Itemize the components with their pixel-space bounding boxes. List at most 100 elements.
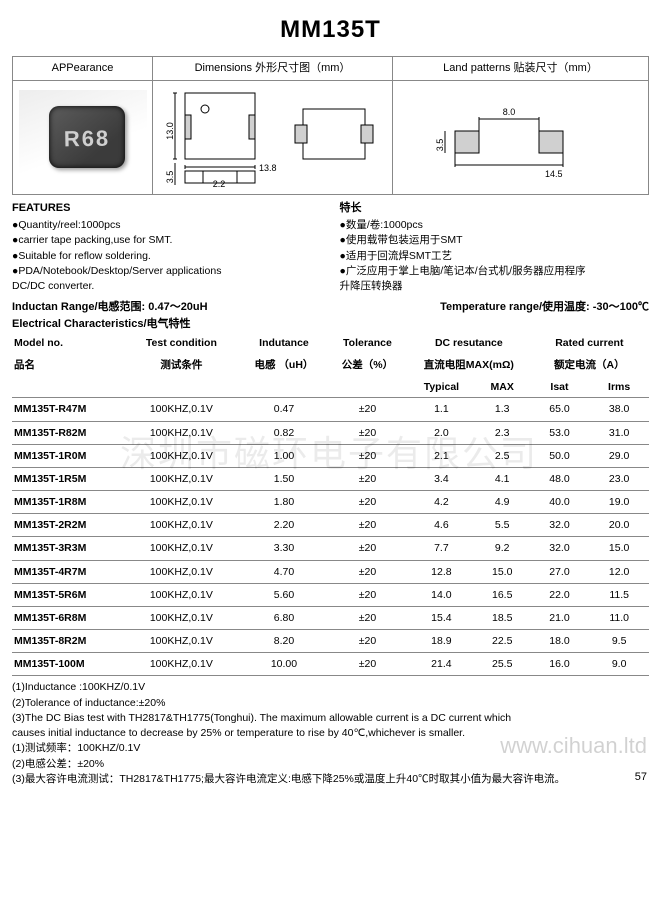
table-cell: 6.80 bbox=[241, 606, 327, 629]
table-cell: 11.0 bbox=[589, 606, 649, 629]
table-cell: 4.2 bbox=[408, 491, 475, 514]
land-h: 3.5 bbox=[435, 139, 445, 152]
table-cell: ±20 bbox=[327, 467, 408, 490]
col-tol-l2: 公差（%） bbox=[327, 354, 408, 376]
table-cell: 4.70 bbox=[241, 560, 327, 583]
footnote-line: (3)The DC Bias test with TH2817&TH1775(T… bbox=[12, 711, 649, 726]
table-row: MM135T-1R8M100KHZ,0.1V1.80±204.24.940.01… bbox=[12, 491, 649, 514]
table-cell: ±20 bbox=[327, 537, 408, 560]
table-cell: 53.0 bbox=[530, 421, 590, 444]
dimensions-drawing: 13.0 3.5 13.8 2.2 bbox=[163, 85, 383, 190]
land-pattern-drawing: 8.0 14.5 3.5 bbox=[421, 85, 621, 190]
table-row: MM135T-1R0M100KHZ,0.1V1.00±202.12.550.02… bbox=[12, 444, 649, 467]
table-cell: 1.00 bbox=[241, 444, 327, 467]
table-cell: 40.0 bbox=[530, 491, 590, 514]
table-cell: ±20 bbox=[327, 606, 408, 629]
col-dcr-l1: DC resutance bbox=[408, 334, 530, 354]
table-cell: ±20 bbox=[327, 583, 408, 606]
footnote-line: (3)最大容许电流测试：TH2817&TH1775;最大容许电流定义:电感下降2… bbox=[12, 772, 649, 787]
table-cell: 100KHZ,0.1V bbox=[122, 444, 241, 467]
table-cell: 20.0 bbox=[589, 514, 649, 537]
table-cell: MM135T-3R3M bbox=[12, 537, 122, 560]
table-cell: 15.4 bbox=[408, 606, 475, 629]
footnote-line: (2)电感公差：±20% bbox=[12, 757, 649, 772]
table-cell: 2.5 bbox=[475, 444, 530, 467]
feature-item: ●使用载带包装运用于SMT bbox=[340, 233, 650, 248]
table-cell: MM135T-5R6M bbox=[12, 583, 122, 606]
table-cell: 100KHZ,0.1V bbox=[122, 560, 241, 583]
table-cell: 22.0 bbox=[530, 583, 590, 606]
chip-body: R68 bbox=[49, 106, 125, 168]
table-cell: 21.0 bbox=[530, 606, 590, 629]
table-row: MM135T-1R5M100KHZ,0.1V1.50±203.44.148.02… bbox=[12, 467, 649, 490]
land-gap: 8.0 bbox=[502, 107, 515, 117]
table-cell: 100KHZ,0.1V bbox=[122, 514, 241, 537]
col-cur-l2: 额定电流（A） bbox=[530, 354, 649, 376]
table-cell: 12.8 bbox=[408, 560, 475, 583]
table-cell: 4.6 bbox=[408, 514, 475, 537]
table-cell: ±20 bbox=[327, 653, 408, 676]
dimensions-cell: 13.0 3.5 13.8 2.2 bbox=[153, 81, 393, 195]
table-cell: ±20 bbox=[327, 444, 408, 467]
footnote-line: (2)Tolerance of inductance:±20% bbox=[12, 696, 649, 711]
dim-w: 13.8 bbox=[259, 163, 277, 173]
table-row: MM135T-4R7M100KHZ,0.1V4.70±2012.815.027.… bbox=[12, 560, 649, 583]
table-cell: 100KHZ,0.1V bbox=[122, 537, 241, 560]
feature-item: ●PDA/Notebook/Desktop/Server application… bbox=[12, 264, 322, 279]
table-cell: 38.0 bbox=[589, 398, 649, 421]
table-cell: ±20 bbox=[327, 398, 408, 421]
table-cell: 15.0 bbox=[475, 560, 530, 583]
col-dcr-typical: Typical bbox=[408, 376, 475, 398]
chip-marking: R68 bbox=[48, 123, 125, 154]
table-cell: MM135T-4R7M bbox=[12, 560, 122, 583]
feature-item: ●Suitable for reflow soldering. bbox=[12, 249, 322, 264]
col-cond-l1: Test condition bbox=[122, 334, 241, 354]
table-cell: ±20 bbox=[327, 560, 408, 583]
table-cell: 7.7 bbox=[408, 537, 475, 560]
page-title: MM135T bbox=[12, 14, 649, 46]
col-dcr-l2: 直流电阻MAX(mΩ) bbox=[408, 354, 530, 376]
dim-h: 13.0 bbox=[165, 122, 175, 140]
table-row: MM135T-R82M100KHZ,0.1V0.82±202.02.353.03… bbox=[12, 421, 649, 444]
feature-item: ●适用于回流焊SMT工艺 bbox=[340, 249, 650, 264]
col-isat: Isat bbox=[530, 376, 590, 398]
dim-pad-h: 3.5 bbox=[165, 171, 175, 184]
table-cell: MM135T-R47M bbox=[12, 398, 122, 421]
table-cell: 11.5 bbox=[589, 583, 649, 606]
dimensions-header: Dimensions 外形尺寸图（mm） bbox=[153, 57, 393, 81]
inductance-range: Inductan Range/电感范围: 0.47～20uH bbox=[12, 300, 208, 315]
table-cell: 25.5 bbox=[475, 653, 530, 676]
table-cell: 23.0 bbox=[589, 467, 649, 490]
table-cell: 100KHZ,0.1V bbox=[122, 491, 241, 514]
table-row: MM135T-2R2M100KHZ,0.1V2.20±204.65.532.02… bbox=[12, 514, 649, 537]
table-row: MM135T-6R8M100KHZ,0.1V6.80±2015.418.521.… bbox=[12, 606, 649, 629]
features-en-title: FEATURES bbox=[12, 201, 322, 216]
table-cell: 21.4 bbox=[408, 653, 475, 676]
table-cell: ±20 bbox=[327, 514, 408, 537]
table-cell: 15.0 bbox=[589, 537, 649, 560]
table-cell: 32.0 bbox=[530, 537, 590, 560]
ec-title: Electrical Characteristics/电气特性 bbox=[12, 317, 649, 332]
table-cell: 100KHZ,0.1V bbox=[122, 421, 241, 444]
footnotes: (1)Inductance :100KHZ/0.1V(2)Tolerance o… bbox=[12, 680, 649, 787]
table-cell: 1.3 bbox=[475, 398, 530, 421]
table-cell: 31.0 bbox=[589, 421, 649, 444]
top-section-table: APPearance Dimensions 外形尺寸图（mm） Land pat… bbox=[12, 56, 649, 195]
table-cell: 0.82 bbox=[241, 421, 327, 444]
land-w: 14.5 bbox=[545, 169, 563, 179]
table-cell: MM135T-R82M bbox=[12, 421, 122, 444]
feature-item: ●carrier tape packing,use for SMT. bbox=[12, 233, 322, 248]
table-cell: MM135T-6R8M bbox=[12, 606, 122, 629]
table-cell: 27.0 bbox=[530, 560, 590, 583]
feature-item: ●广泛应用于掌上电脑/笔记本/台式机/服务器应用程序 bbox=[340, 264, 650, 279]
table-cell: 19.0 bbox=[589, 491, 649, 514]
land-cell: 8.0 14.5 3.5 bbox=[393, 81, 649, 195]
table-cell: 4.1 bbox=[475, 467, 530, 490]
table-cell: 2.20 bbox=[241, 514, 327, 537]
table-cell: 100KHZ,0.1V bbox=[122, 398, 241, 421]
table-cell: 100KHZ,0.1V bbox=[122, 653, 241, 676]
table-cell: 100KHZ,0.1V bbox=[122, 583, 241, 606]
table-cell: 18.0 bbox=[530, 630, 590, 653]
table-cell: 5.5 bbox=[475, 514, 530, 537]
col-cur-l1: Rated current bbox=[530, 334, 649, 354]
